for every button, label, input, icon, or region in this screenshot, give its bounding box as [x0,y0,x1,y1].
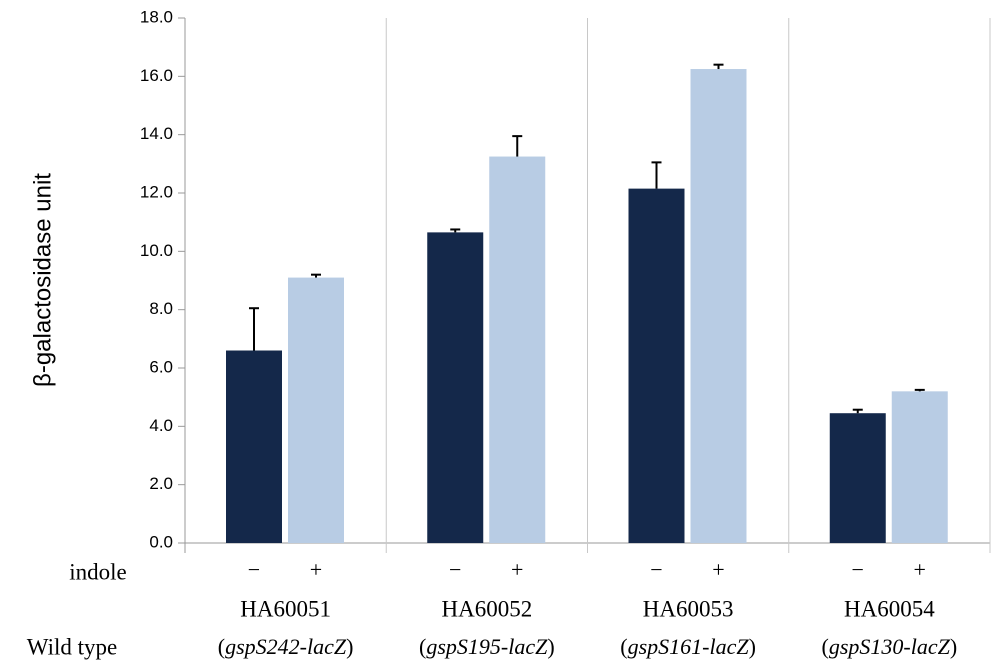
series-label: − [852,557,864,582]
x-sublabel: (gspS242-lacZ) [218,634,354,659]
error-bar [450,229,460,232]
bar [226,351,282,544]
bar [629,189,685,543]
chart: β-galactosidase unit indole Wild type 0.… [0,0,996,671]
bar [427,232,483,543]
x-tick-label: HA60054 [844,596,935,621]
series-label: + [511,557,523,582]
treatment-label: indole [69,559,127,584]
x-sublabel: (gspS130-lacZ) [822,634,958,659]
x-sublabel: (gspS161-lacZ) [620,634,756,659]
error-bar [512,136,522,156]
x-sublabel: (gspS195-lacZ) [419,634,555,659]
y-tick-label: 16.0 [140,66,173,85]
y-tick-label: 0.0 [149,532,173,551]
y-tick-label: 4.0 [149,416,173,435]
error-bar [853,410,863,414]
strain-label: Wild type [27,634,117,659]
error-bar [311,275,321,278]
x-tick-label: HA60051 [240,596,331,621]
y-tick-label: 2.0 [149,474,173,493]
bar [288,278,344,543]
error-bar [915,390,925,391]
x-tick-label: HA60053 [643,596,734,621]
bar [691,69,747,543]
y-tick-label: 18.0 [140,7,173,26]
series-label: − [650,557,662,582]
x-tick-label: HA60052 [442,596,533,621]
bar [830,413,886,543]
error-bar [652,162,662,188]
bar [489,157,545,543]
series-label: + [712,557,724,582]
y-tick-label: 6.0 [149,357,173,376]
bar [892,391,948,543]
error-bar [714,65,724,69]
y-tick-label: 8.0 [149,299,173,318]
series-label: + [914,557,926,582]
y-tick-label: 14.0 [140,124,173,143]
series-label: + [310,557,322,582]
y-axis-label: β-galactosidase unit [29,173,56,387]
y-tick-label: 10.0 [140,241,173,260]
y-tick-label: 12.0 [140,182,173,201]
error-bar [249,308,259,350]
series-label: − [449,557,461,582]
series-label: − [248,557,260,582]
